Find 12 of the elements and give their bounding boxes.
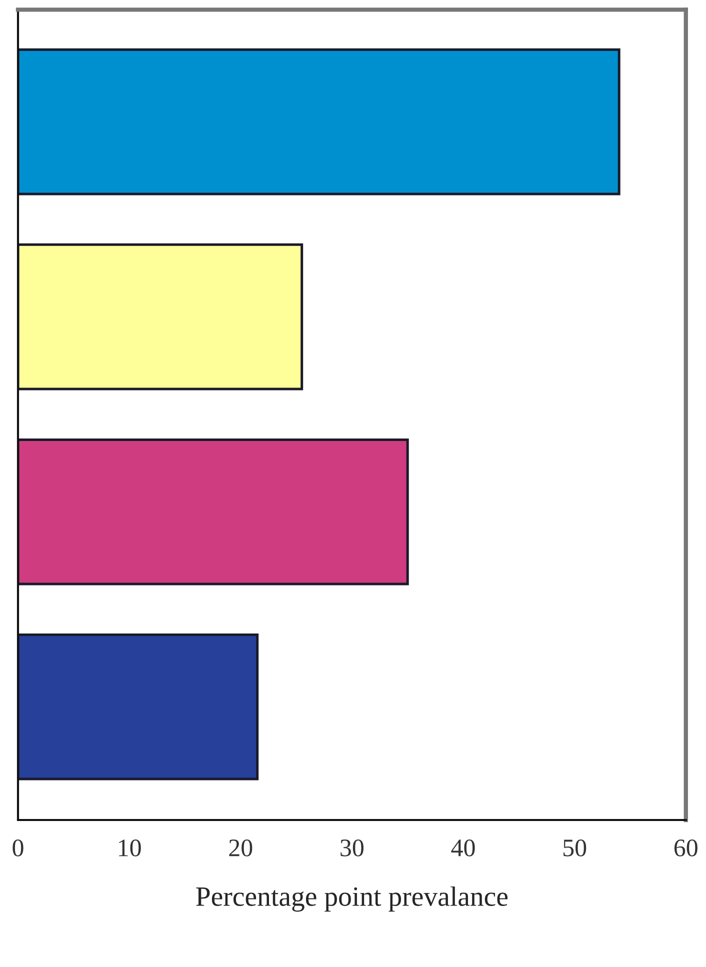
x-tick-label: 60	[674, 839, 698, 856]
bar	[18, 48, 620, 196]
bar	[18, 633, 259, 780]
bar	[18, 438, 409, 586]
x-tick-label: 0	[12, 839, 24, 856]
x-tick-label: 20	[229, 839, 252, 856]
x-tick-label: 50	[564, 839, 586, 856]
x-tick-label: 30	[340, 839, 364, 856]
x-tick-label: 40	[451, 839, 475, 856]
x-axis-title: Percentage point prevalance	[196, 886, 508, 912]
bar	[18, 243, 304, 390]
x-tick-label: 10	[119, 839, 141, 856]
